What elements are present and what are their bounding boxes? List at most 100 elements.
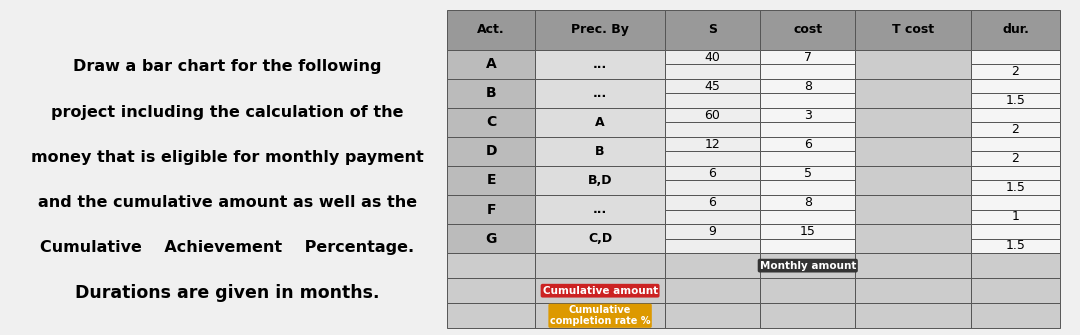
Bar xyxy=(447,137,536,166)
Text: Monthly amount: Monthly amount xyxy=(759,261,856,271)
Bar xyxy=(855,137,971,166)
Bar xyxy=(855,303,971,328)
Bar xyxy=(447,108,536,137)
Text: B: B xyxy=(486,86,497,100)
Text: 6: 6 xyxy=(804,138,812,151)
Bar xyxy=(760,108,855,122)
Bar xyxy=(760,253,855,278)
Bar xyxy=(447,166,536,195)
Text: 15: 15 xyxy=(800,225,815,238)
Bar xyxy=(855,50,971,79)
Bar xyxy=(665,195,760,209)
Bar xyxy=(971,151,1059,166)
Bar xyxy=(665,181,760,195)
Bar xyxy=(971,253,1059,278)
Text: 1.5: 1.5 xyxy=(1005,239,1025,252)
Bar xyxy=(855,108,971,137)
Bar xyxy=(855,10,971,50)
Text: ...: ... xyxy=(593,87,607,100)
Text: G: G xyxy=(485,231,497,246)
Text: 1.5: 1.5 xyxy=(1005,94,1025,107)
Bar xyxy=(665,64,760,79)
Text: Durations are given in months.: Durations are given in months. xyxy=(76,284,380,302)
Text: 12: 12 xyxy=(704,138,720,151)
Bar xyxy=(536,137,665,166)
Text: 8: 8 xyxy=(804,196,812,209)
Bar xyxy=(665,239,760,253)
Text: 1.5: 1.5 xyxy=(1005,181,1025,194)
Text: ...: ... xyxy=(593,58,607,71)
Text: Draw a bar chart for the following: Draw a bar chart for the following xyxy=(73,60,381,74)
Bar xyxy=(536,278,665,303)
Bar xyxy=(760,64,855,79)
Bar xyxy=(665,224,760,239)
Bar xyxy=(971,50,1059,64)
Text: 2: 2 xyxy=(1012,65,1020,78)
Text: Cumulative amount: Cumulative amount xyxy=(542,286,658,296)
Text: 2: 2 xyxy=(1012,123,1020,136)
Bar xyxy=(855,79,971,108)
Bar xyxy=(447,79,536,108)
Bar xyxy=(536,79,665,108)
Text: Cumulative
completion rate %: Cumulative completion rate % xyxy=(550,305,650,326)
Bar xyxy=(971,239,1059,253)
Text: B,D: B,D xyxy=(588,174,612,187)
Bar xyxy=(971,224,1059,239)
Bar xyxy=(447,224,536,253)
Bar xyxy=(760,195,855,209)
Bar xyxy=(665,253,760,278)
Text: B: B xyxy=(595,145,605,158)
Bar xyxy=(536,253,665,278)
Bar xyxy=(971,79,1059,93)
Text: 2: 2 xyxy=(1012,152,1020,165)
Bar xyxy=(760,303,855,328)
Bar xyxy=(447,278,536,303)
Text: Act.: Act. xyxy=(477,23,505,37)
Bar xyxy=(971,137,1059,151)
Bar xyxy=(536,166,665,195)
Bar xyxy=(447,10,536,50)
Text: E: E xyxy=(486,174,496,188)
Bar xyxy=(760,79,855,93)
Bar xyxy=(971,278,1059,303)
Bar xyxy=(971,108,1059,122)
Text: cost: cost xyxy=(793,23,822,37)
Bar xyxy=(760,278,855,303)
Bar xyxy=(971,181,1059,195)
Bar xyxy=(760,93,855,108)
Text: money that is eligible for monthly payment: money that is eligible for monthly payme… xyxy=(31,150,423,165)
Text: project including the calculation of the: project including the calculation of the xyxy=(51,105,404,120)
Text: 6: 6 xyxy=(708,167,716,180)
Bar xyxy=(855,166,971,195)
Bar xyxy=(665,303,760,328)
Bar xyxy=(760,137,855,151)
Text: 8: 8 xyxy=(804,80,812,92)
Bar xyxy=(447,303,536,328)
Bar xyxy=(447,253,536,278)
Bar xyxy=(447,50,536,79)
Bar xyxy=(760,50,855,64)
Bar xyxy=(760,122,855,137)
Bar xyxy=(665,108,760,122)
Bar xyxy=(760,166,855,181)
Text: D: D xyxy=(485,144,497,158)
Text: Prec. By: Prec. By xyxy=(571,23,629,37)
Bar xyxy=(447,195,536,224)
Bar xyxy=(665,209,760,224)
Bar xyxy=(760,181,855,195)
Bar xyxy=(536,108,665,137)
Bar xyxy=(971,195,1059,209)
Text: 45: 45 xyxy=(704,80,720,92)
Text: C,D: C,D xyxy=(588,232,612,245)
Text: ...: ... xyxy=(593,203,607,216)
Bar xyxy=(536,50,665,79)
Bar xyxy=(536,10,665,50)
Text: 5: 5 xyxy=(804,167,812,180)
Text: S: S xyxy=(708,23,717,37)
Text: 60: 60 xyxy=(704,109,720,122)
Bar xyxy=(760,224,855,239)
Bar xyxy=(971,93,1059,108)
Bar xyxy=(665,79,760,93)
Text: C: C xyxy=(486,115,497,129)
Bar xyxy=(971,122,1059,137)
